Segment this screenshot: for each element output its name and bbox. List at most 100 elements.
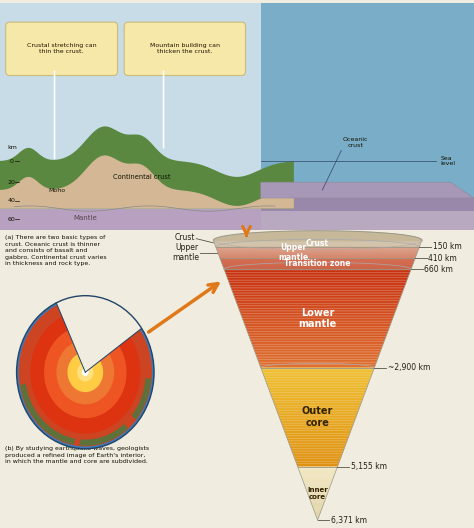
- Bar: [261, 211, 474, 230]
- Text: Upper
mantle: Upper mantle: [279, 243, 309, 262]
- Polygon shape: [307, 491, 328, 492]
- Polygon shape: [281, 420, 355, 422]
- Polygon shape: [227, 276, 409, 277]
- Polygon shape: [253, 346, 383, 348]
- Polygon shape: [300, 471, 336, 472]
- Circle shape: [82, 369, 89, 376]
- Polygon shape: [250, 340, 385, 342]
- Polygon shape: [262, 371, 373, 373]
- Polygon shape: [286, 435, 349, 437]
- Polygon shape: [317, 517, 319, 518]
- Polygon shape: [235, 297, 401, 299]
- Polygon shape: [256, 354, 379, 356]
- Polygon shape: [263, 374, 372, 376]
- Polygon shape: [285, 432, 350, 433]
- Polygon shape: [242, 318, 393, 320]
- Text: 6,371 km: 6,371 km: [331, 515, 367, 525]
- Polygon shape: [294, 457, 341, 458]
- Bar: [261, 3, 474, 230]
- Polygon shape: [291, 448, 344, 450]
- Circle shape: [56, 340, 114, 404]
- Text: Transition zone: Transition zone: [284, 259, 351, 268]
- Polygon shape: [238, 307, 397, 308]
- Circle shape: [67, 352, 103, 392]
- Polygon shape: [302, 479, 333, 480]
- Polygon shape: [273, 402, 362, 404]
- Polygon shape: [305, 487, 330, 488]
- Polygon shape: [287, 437, 348, 439]
- Polygon shape: [244, 322, 392, 323]
- Text: 660 km: 660 km: [424, 265, 453, 274]
- Bar: [261, 198, 474, 230]
- Polygon shape: [132, 378, 151, 419]
- Polygon shape: [269, 391, 366, 392]
- Polygon shape: [290, 445, 346, 447]
- Text: ~2,900 km: ~2,900 km: [388, 363, 430, 372]
- Polygon shape: [289, 442, 346, 444]
- Polygon shape: [237, 304, 398, 305]
- Polygon shape: [225, 272, 410, 274]
- Polygon shape: [292, 450, 344, 452]
- Polygon shape: [306, 490, 329, 491]
- Polygon shape: [231, 289, 404, 290]
- Polygon shape: [311, 504, 324, 505]
- Polygon shape: [257, 358, 378, 360]
- Polygon shape: [301, 474, 335, 475]
- Polygon shape: [233, 292, 402, 294]
- Polygon shape: [299, 469, 337, 470]
- Polygon shape: [261, 367, 374, 369]
- Polygon shape: [308, 493, 328, 494]
- Polygon shape: [301, 477, 334, 478]
- Polygon shape: [304, 483, 331, 484]
- Polygon shape: [0, 155, 294, 209]
- Polygon shape: [285, 433, 350, 435]
- Polygon shape: [313, 507, 322, 508]
- Text: Sea
level: Sea level: [441, 156, 456, 166]
- FancyBboxPatch shape: [124, 22, 246, 76]
- Polygon shape: [303, 482, 332, 483]
- Polygon shape: [303, 480, 332, 481]
- Polygon shape: [295, 460, 340, 461]
- Polygon shape: [293, 455, 342, 457]
- Polygon shape: [240, 312, 395, 314]
- Polygon shape: [273, 401, 362, 402]
- Text: Crust: Crust: [175, 233, 195, 242]
- Polygon shape: [313, 508, 322, 510]
- Polygon shape: [265, 379, 370, 381]
- Polygon shape: [295, 458, 340, 460]
- Polygon shape: [279, 417, 356, 419]
- Polygon shape: [300, 472, 336, 473]
- Text: Crust: Crust: [306, 239, 329, 248]
- Polygon shape: [237, 305, 398, 307]
- Polygon shape: [311, 502, 324, 503]
- Polygon shape: [307, 492, 328, 493]
- Bar: [0, 3, 474, 230]
- Polygon shape: [239, 308, 396, 310]
- Polygon shape: [261, 369, 374, 371]
- Polygon shape: [297, 465, 338, 467]
- Polygon shape: [237, 302, 399, 304]
- Polygon shape: [283, 427, 352, 429]
- Circle shape: [30, 311, 140, 433]
- Polygon shape: [256, 356, 379, 358]
- Polygon shape: [252, 343, 383, 345]
- Polygon shape: [244, 323, 391, 325]
- Polygon shape: [273, 399, 363, 401]
- Polygon shape: [268, 388, 367, 389]
- Polygon shape: [271, 395, 364, 398]
- Polygon shape: [306, 489, 329, 490]
- Bar: [0, 209, 294, 230]
- Polygon shape: [304, 484, 331, 485]
- Text: 60: 60: [8, 216, 16, 222]
- Polygon shape: [277, 411, 358, 412]
- Polygon shape: [234, 296, 401, 297]
- Polygon shape: [310, 498, 326, 499]
- Polygon shape: [20, 384, 75, 445]
- Polygon shape: [302, 478, 333, 479]
- Polygon shape: [308, 495, 327, 496]
- Polygon shape: [250, 338, 385, 340]
- Polygon shape: [278, 414, 357, 416]
- Circle shape: [17, 296, 154, 449]
- Text: Oceanic
crust: Oceanic crust: [343, 137, 368, 148]
- Polygon shape: [296, 461, 339, 464]
